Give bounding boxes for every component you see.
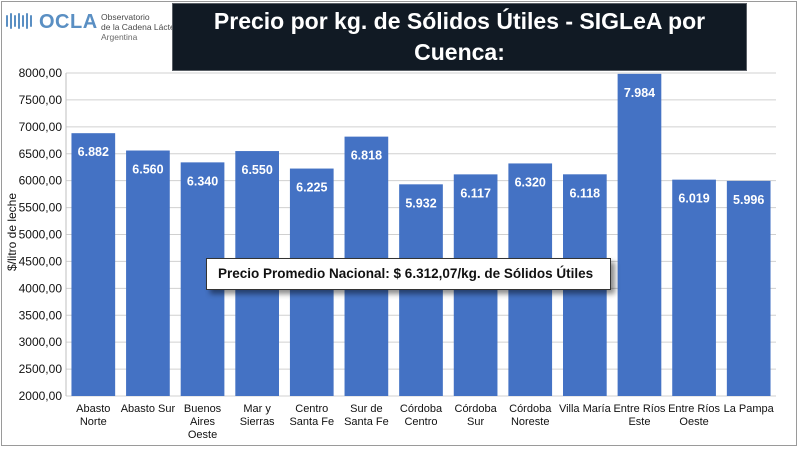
- data-label: 6.560: [132, 163, 163, 177]
- x-tick-label: Entre Ríos Este: [613, 403, 665, 428]
- bar: [71, 133, 116, 396]
- x-tick-label: Centro Santa Fe: [289, 403, 334, 428]
- bar: [126, 150, 170, 396]
- y-tick-label: 7500,00: [19, 93, 63, 107]
- y-axis-label: $/litro de leche: [5, 193, 19, 271]
- bar: [617, 73, 662, 397]
- national-average-callout: Precio Promedio Nacional: $ 6.312,07/kg.…: [206, 258, 611, 290]
- data-label: 6.340: [187, 174, 218, 188]
- y-tick-label: 5000,00: [19, 228, 63, 242]
- bar: [399, 184, 443, 396]
- x-tick-label: Entre Ríos Oeste: [668, 403, 720, 428]
- x-tick-label: Abasto Sur: [121, 403, 176, 415]
- x-tick-label: Córdoba Noreste: [509, 403, 552, 428]
- logo-subtitle-3: Argentina: [101, 32, 138, 42]
- y-tick-label: 3500,00: [19, 308, 63, 322]
- logo-name: OCLA: [39, 11, 98, 33]
- data-label: 6.818: [351, 149, 382, 163]
- x-axis-ticks: Abasto Norte Abasto Sur Buenos Aires Oeste Mar…: [76, 403, 774, 441]
- y-tick-label: 6500,00: [19, 147, 63, 161]
- x-tick-label: Buenos Aires Oeste: [184, 403, 222, 441]
- ocla-logo: OCLA Observatorio de la Cadena Láctea Ar…: [6, 8, 180, 48]
- chart-title-line-1: Precio por kg. de Sólidos Útiles - SIGLe…: [213, 8, 706, 65]
- bar: [672, 179, 716, 396]
- data-labels: 6.882 6.560 6.340 6.550 6.225 6.818 5.932 6.117…: [78, 86, 765, 210]
- logo-subtitle-2: de la Cadena Láctea: [101, 22, 180, 32]
- x-tick-label: Abasto Norte: [76, 403, 110, 428]
- bar: [726, 180, 771, 396]
- data-label: 5.932: [405, 196, 436, 210]
- y-tick-label: 4000,00: [19, 281, 63, 295]
- y-tick-label: 8000,00: [19, 66, 63, 80]
- data-label: 6.550: [242, 163, 273, 177]
- logo-subtitle-1: Observatorio: [101, 12, 150, 22]
- x-tick-label: Villa María: [559, 403, 612, 415]
- data-label: 6.320: [515, 175, 546, 189]
- y-tick-label: 2000,00: [19, 389, 63, 403]
- y-tick-label: 5500,00: [19, 201, 63, 215]
- data-label: 6.019: [678, 192, 709, 206]
- x-tick-label: Córdoba Centro: [400, 403, 443, 428]
- y-tick-label: 6000,00: [19, 174, 63, 188]
- y-tick-label: 7000,00: [19, 120, 63, 134]
- y-tick-label: 2500,00: [19, 362, 63, 376]
- x-tick-label: La Pampa: [724, 403, 775, 415]
- data-label: 6.225: [296, 181, 327, 195]
- x-tick-label: Sur de Santa Fe: [344, 403, 389, 428]
- x-tick-label: Córdoba Sur: [455, 403, 498, 428]
- chart-title: Precio por kg. de Sólidos Útiles - SIGLe…: [172, 3, 747, 96]
- data-label: 6.118: [570, 186, 601, 200]
- x-tick-label: Mar y Sierras: [240, 403, 275, 428]
- data-label: 5.996: [733, 193, 764, 207]
- y-tick-label: 3000,00: [19, 335, 63, 349]
- data-label: 6.117: [460, 186, 491, 200]
- y-axis-ticks: 2000,00 2500,00 3000,00 3500,00 4000,00 4500,…: [19, 66, 63, 403]
- ocla-bars-icon: [6, 13, 32, 29]
- data-label: 7.984: [624, 86, 655, 100]
- data-label: 6.882: [78, 145, 109, 159]
- y-tick-label: 4500,00: [19, 254, 63, 268]
